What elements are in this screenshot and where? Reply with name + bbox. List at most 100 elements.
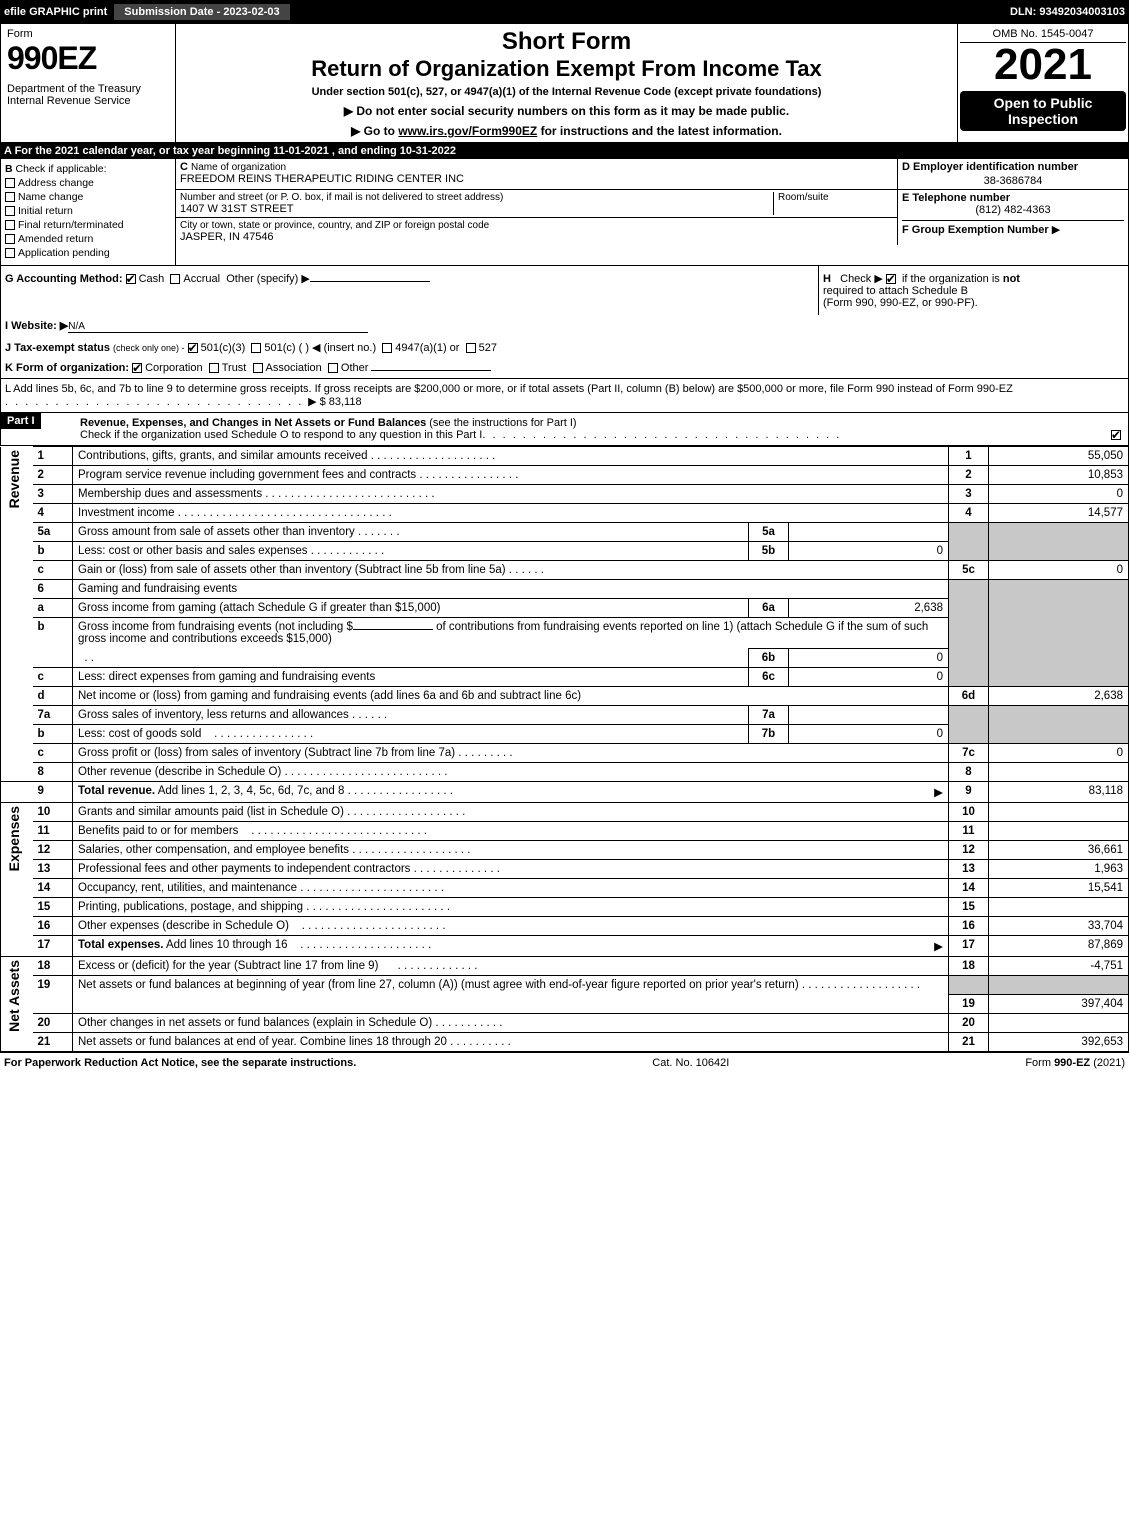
org-name: FREEDOM REINS THERAPEUTIC RIDING CENTER … — [180, 173, 464, 185]
cb-assoc[interactable] — [253, 363, 263, 373]
line-6c-desc: Less: direct expenses from gaming and fu… — [78, 671, 375, 683]
cb-final-return[interactable] — [5, 220, 15, 230]
line-1-desc: Contributions, gifts, grants, and simila… — [78, 450, 368, 462]
website: N/A — [68, 321, 85, 332]
cb-h[interactable] — [886, 274, 896, 284]
cb-corp[interactable] — [132, 363, 142, 373]
line-6c-val: 0 — [789, 668, 949, 687]
line-17-val: 87,869 — [989, 936, 1129, 957]
line-13-desc: Professional fees and other payments to … — [78, 863, 410, 875]
line-5c-desc: Gain or (loss) from sale of assets other… — [78, 564, 506, 576]
cb-app-pending[interactable] — [5, 248, 15, 258]
line-14-desc: Occupancy, rent, utilities, and maintena… — [78, 882, 297, 894]
side-expenses: Expenses — [6, 806, 22, 871]
section-a: A For the 2021 calendar year, or tax yea… — [0, 143, 1129, 159]
row-k: K Form of organization: Corporation Trus… — [0, 358, 1129, 379]
ein: 38-3686784 — [902, 175, 1124, 187]
room-suite-label: Room/suite — [778, 192, 893, 203]
top-bar: efile GRAPHIC print Submission Date - 20… — [0, 0, 1129, 24]
cb-other-org[interactable] — [328, 363, 338, 373]
line-5b-desc: Less: cost or other basis and sales expe… — [78, 545, 308, 557]
cell-c: C Name of organization FREEDOM REINS THE… — [176, 159, 898, 189]
line-18-val: -4,751 — [989, 957, 1129, 976]
cb-501c3[interactable] — [188, 343, 198, 353]
submission-date: Submission Date - 2023-02-03 — [113, 3, 290, 21]
irs-link[interactable]: www.irs.gov/Form990EZ — [398, 124, 537, 138]
line-7c-val: 0 — [989, 744, 1129, 763]
line-6-desc: Gaming and fundraising events — [78, 583, 237, 595]
line-3-desc: Membership dues and assessments — [78, 488, 262, 500]
telephone: (812) 482-4363 — [902, 204, 1124, 216]
cb-amended[interactable] — [5, 234, 15, 244]
dept-treasury: Department of the Treasury — [7, 83, 169, 95]
line-2-desc: Program service revenue including govern… — [78, 469, 416, 481]
cb-trust[interactable] — [209, 363, 219, 373]
cb-initial-return[interactable] — [5, 206, 15, 216]
irs-label: Internal Revenue Service — [7, 95, 169, 107]
line-6a-val: 2,638 — [789, 599, 949, 618]
line-5b-val: 0 — [789, 542, 949, 561]
bullet-goto: ▶ Go to www.irs.gov/Form990EZ for instru… — [180, 124, 953, 138]
line-4-val: 14,577 — [989, 504, 1129, 523]
row-j: J Tax-exempt status (check only one) - 5… — [0, 337, 1129, 358]
cb-accrual[interactable] — [170, 274, 180, 284]
side-revenue: Revenue — [6, 450, 22, 508]
line-16-val: 33,704 — [989, 917, 1129, 936]
line-5a-val — [789, 523, 949, 542]
line-10-desc: Grants and similar amounts paid (list in… — [78, 806, 344, 818]
line-11-desc: Benefits paid to or for members — [78, 825, 238, 837]
line-14-val: 15,541 — [989, 879, 1129, 898]
part-i-header: Part I Revenue, Expenses, and Changes in… — [0, 413, 1129, 446]
cb-address-change[interactable] — [5, 178, 15, 188]
line-2-val: 10,853 — [989, 466, 1129, 485]
section-bcdef: B Check if applicable: Address change Na… — [0, 159, 1129, 266]
line-8-desc: Other revenue (describe in Schedule O) — [78, 766, 281, 778]
line-7a-desc: Gross sales of inventory, less returns a… — [78, 709, 349, 721]
under-section: Under section 501(c), 527, or 4947(a)(1)… — [180, 86, 953, 98]
page-footer: For Paperwork Reduction Act Notice, see … — [0, 1052, 1129, 1073]
line-18-desc: Excess or (deficit) for the year (Subtra… — [78, 960, 378, 972]
efile-label: efile GRAPHIC print — [4, 6, 107, 18]
form-word: Form — [7, 28, 169, 40]
return-title: Return of Organization Exempt From Incom… — [180, 56, 953, 82]
cb-cash[interactable] — [126, 274, 136, 284]
line-1-val: 55,050 — [989, 447, 1129, 466]
line-21-val: 392,653 — [989, 1032, 1129, 1051]
open-to-public: Open to Public Inspection — [960, 91, 1126, 131]
row-h: H Check ▶ if the organization is not req… — [818, 266, 1128, 315]
line-9-val: 83,118 — [989, 782, 1129, 803]
cb-501c[interactable] — [251, 343, 261, 353]
line-7b-desc: Less: cost of goods sold — [78, 728, 201, 740]
line-15-desc: Printing, publications, postage, and shi… — [78, 901, 303, 913]
line-6b-val: 0 — [789, 649, 949, 668]
financial-table: Revenue 1 Contributions, gifts, grants, … — [0, 446, 1129, 1052]
row-i: I Website: ▶N/A — [0, 315, 1129, 337]
line-19-val: 397,404 — [989, 994, 1129, 1013]
bullet-ssn: ▶ Do not enter social security numbers o… — [180, 104, 953, 118]
cb-schedule-o[interactable] — [1111, 430, 1121, 440]
line-5a-desc: Gross amount from sale of assets other t… — [78, 526, 355, 538]
form-header: Form 990EZ Department of the Treasury In… — [0, 24, 1129, 143]
line-3-val: 0 — [989, 485, 1129, 504]
line-13-val: 1,963 — [989, 860, 1129, 879]
line-6b-desc-pre: Gross income from fundraising events (no… — [78, 621, 353, 633]
city: JASPER, IN 47546 — [180, 231, 893, 243]
line-16-desc: Other expenses (describe in Schedule O) — [78, 920, 289, 932]
line-4-desc: Investment income — [78, 507, 175, 519]
cb-name-change[interactable] — [5, 192, 15, 202]
footer-left: For Paperwork Reduction Act Notice, see … — [4, 1057, 356, 1069]
street: 1407 W 31ST STREET — [180, 203, 773, 215]
l-value: $ 83,118 — [320, 396, 362, 408]
footer-cat: Cat. No. 10642I — [652, 1057, 729, 1069]
line-21-desc: Net assets or fund balances at end of ye… — [78, 1036, 447, 1048]
tax-year: 2021 — [960, 43, 1126, 87]
dln: DLN: 93492034003103 — [1010, 6, 1125, 18]
cb-527[interactable] — [466, 343, 476, 353]
line-1-num: 1 — [33, 447, 73, 466]
line-12-val: 36,661 — [989, 841, 1129, 860]
line-6a-desc: Gross income from gaming (attach Schedul… — [78, 602, 440, 614]
line-5c-val: 0 — [989, 561, 1129, 580]
form-number: 990EZ — [7, 40, 169, 77]
line-19-desc: Net assets or fund balances at beginning… — [78, 979, 799, 991]
cb-4947[interactable] — [382, 343, 392, 353]
